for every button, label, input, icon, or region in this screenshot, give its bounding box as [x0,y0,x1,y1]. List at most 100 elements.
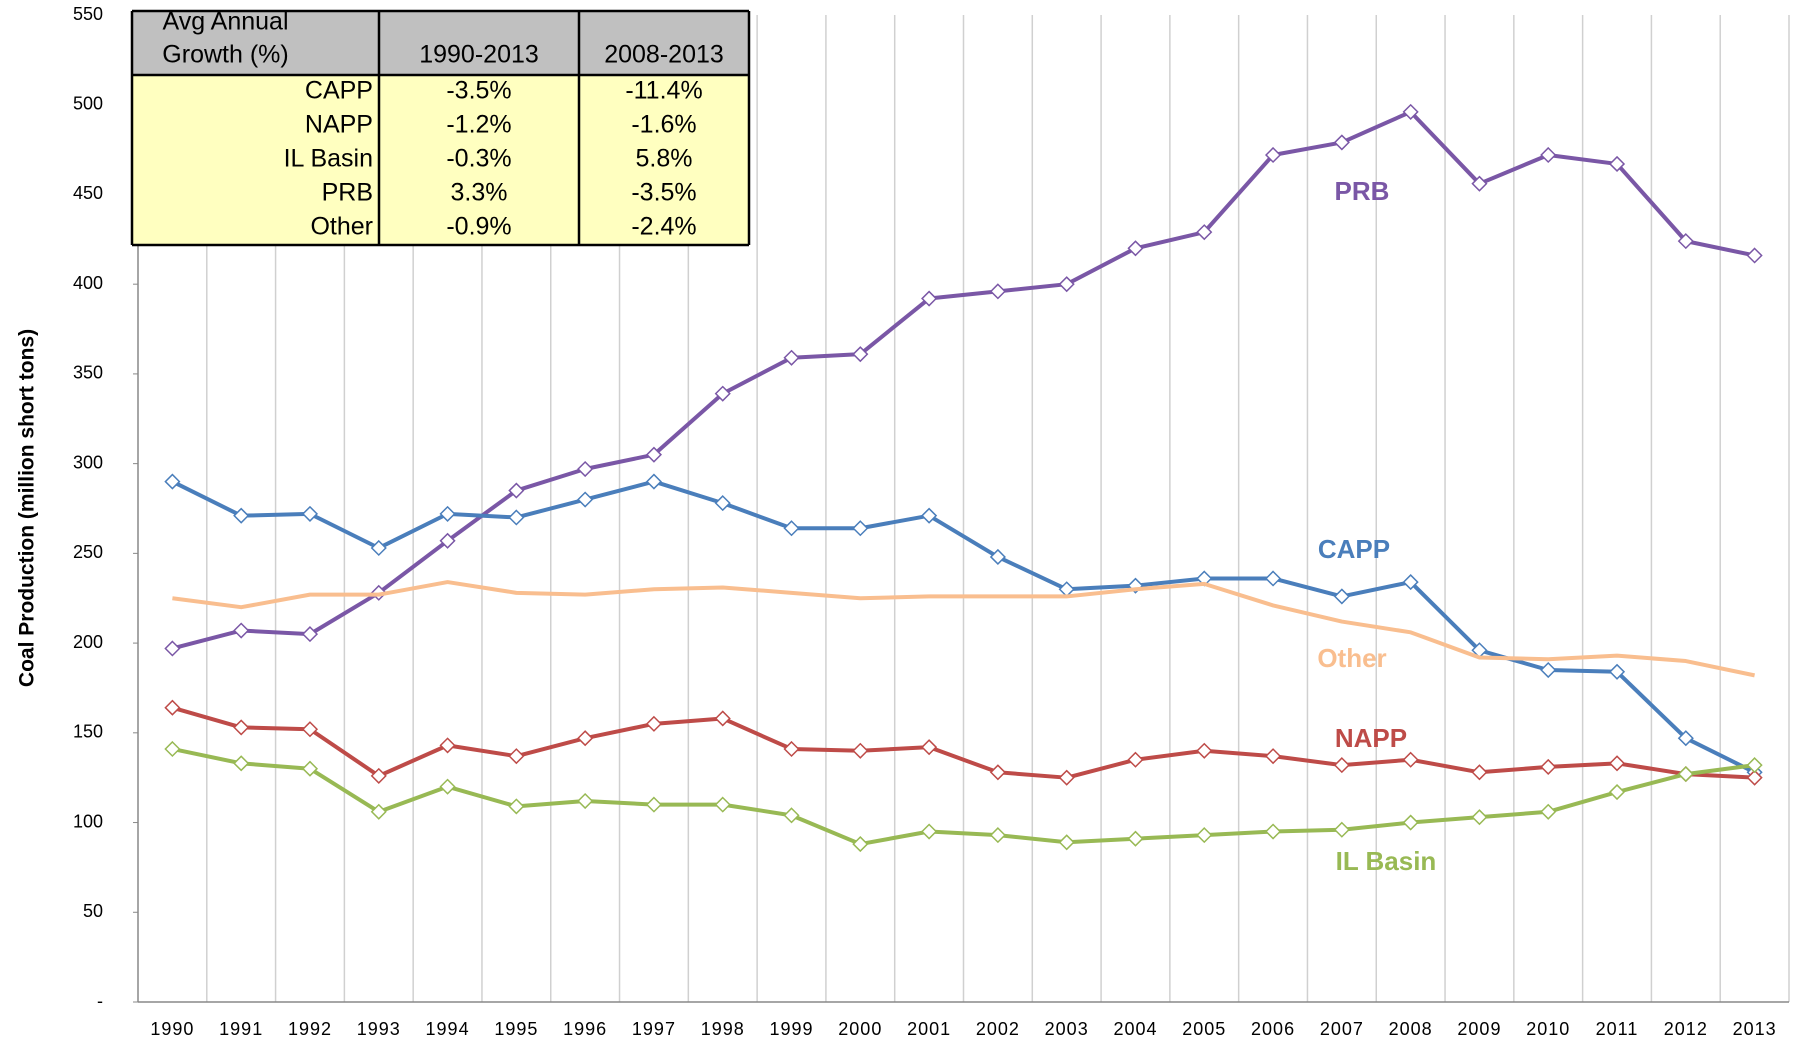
table-cell: -0.3% [446,145,511,173]
series-label: CAPP [1318,534,1390,564]
data-point [1264,823,1282,840]
table-cell: PRB [322,179,373,207]
data-point [1471,764,1488,781]
data-point [1746,757,1763,774]
data-point [1471,175,1488,192]
data-point [921,290,938,307]
data-point [164,740,181,758]
data-point [1402,751,1419,768]
data-point [301,626,319,643]
table-cell: -1.2% [446,111,511,139]
data-point [714,710,731,727]
x-tick-label: 1997 [632,1019,676,1039]
y-tick-label: 200 [73,632,103,652]
series-line [171,479,1756,775]
data-point [370,539,387,557]
data-point [439,532,456,549]
x-tick-label: 1995 [494,1019,538,1039]
data-point [233,755,250,772]
data-point [989,548,1006,566]
x-tick-label: 1992 [288,1019,332,1039]
data-point [1540,661,1557,679]
table-cell: IL Basin [284,145,373,173]
data-point [645,796,662,813]
data-point [1746,247,1763,264]
x-tick-label: 1993 [357,1019,401,1039]
table-cell: -11.4% [625,77,702,105]
x-tick-label: 2007 [1320,1019,1364,1039]
y-tick-label: 500 [73,93,103,113]
data-point [1402,574,1419,591]
data-point [852,520,869,537]
table-cell: 3.3% [451,179,508,207]
data-point [783,520,800,537]
data-point [1540,803,1557,820]
data-point [1608,663,1626,680]
table-header-bg [132,11,749,75]
table-cell: -3.5% [446,77,511,105]
x-tick-label: 2000 [838,1019,882,1039]
data-point [1264,570,1282,587]
series-label: Other [1317,643,1386,673]
x-tick-label: 1999 [769,1019,813,1039]
table-cell: Other [310,213,373,241]
x-tick-label: 2006 [1251,1019,1295,1039]
y-tick-label: 150 [73,722,103,742]
data-point [1402,814,1419,831]
data-point [508,509,525,526]
data-point [921,507,938,524]
x-tick-label: 1990 [150,1019,194,1039]
table-cell: -3.5% [631,179,696,207]
data-point [1608,783,1626,801]
data-point [1677,233,1694,250]
x-tick-label: 2010 [1526,1019,1570,1039]
data-point [989,764,1006,781]
series-line [171,109,1756,651]
data-point [1471,809,1488,826]
data-point [577,460,594,478]
data-point [1196,827,1213,844]
y-tick-label: 250 [73,542,103,562]
data-point [164,640,181,657]
data-point [577,730,594,747]
data-point [1402,103,1419,120]
data-point [1677,730,1694,747]
data-point [370,803,387,820]
data-point [1746,769,1763,786]
y-tick-label: 550 [73,4,103,24]
data-point [301,505,319,522]
data-point [852,836,869,853]
y-tick-label: - [97,991,103,1011]
data-point [439,737,456,754]
table-body-bg [132,75,749,245]
data-point [1058,834,1075,851]
data-point [1608,155,1626,173]
series-line [171,705,1755,780]
data-point [577,792,594,810]
table-cell: 5.8% [636,145,693,173]
data-point [1333,588,1350,605]
data-point [1264,146,1282,164]
y-tick-label: 400 [73,273,103,293]
x-tick-label: 1994 [426,1019,470,1039]
series-label: IL Basin [1336,846,1437,876]
series-line [171,747,1755,847]
data-point [783,807,800,824]
data-point [1540,758,1557,775]
table-cell: -0.9% [446,213,511,241]
data-point [1608,755,1626,772]
data-point [1127,240,1144,257]
x-tick-label: 2012 [1664,1019,1708,1039]
data-point [1127,751,1144,768]
x-tick-label: 1991 [219,1019,263,1039]
data-point [645,473,662,490]
y-tick-label: 300 [73,452,103,472]
data-point [783,740,800,758]
data-point [233,719,250,736]
data-point [508,798,525,815]
data-point [439,778,456,795]
x-tick-label: 1998 [701,1019,745,1039]
x-tick-label: 2013 [1733,1019,1777,1039]
data-point [508,482,525,499]
